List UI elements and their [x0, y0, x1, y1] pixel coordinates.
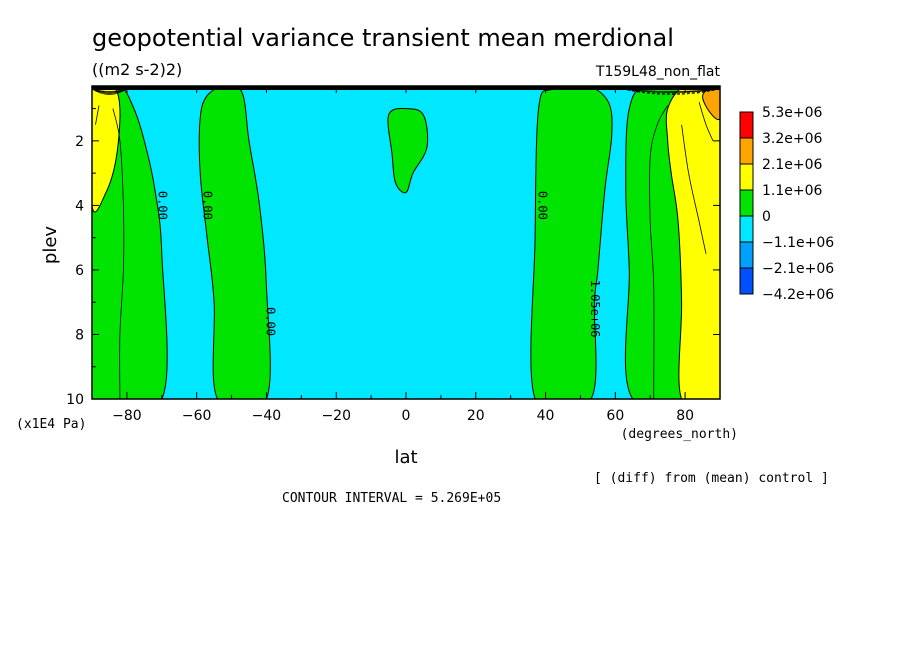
colorbar-swatch [739, 137, 754, 165]
x-tick-label: 0 [402, 408, 411, 424]
colorbar-swatch [739, 267, 754, 295]
colorbar-level-label: 0 [762, 209, 771, 225]
y-axis-units: (x1E4 Pa) [16, 417, 86, 432]
units-label: ((m2 s-2)2) [92, 60, 182, 79]
x-tick-label: −60 [182, 408, 212, 424]
colorbar-level-label: 5.3e+06 [762, 105, 823, 121]
colorbar-level-label: −2.1e+06 [762, 261, 834, 277]
x-tick-label: −20 [321, 408, 351, 424]
colorbar-level-label: 1.1e+06 [762, 183, 823, 199]
x-tick-label: 80 [676, 408, 694, 424]
contour-line-2 [681, 124, 707, 254]
diff-note: [ (diff) from (mean) control ] [594, 471, 829, 486]
x-axis-ticks: −80 −60 −40 −20 0 20 40 60 80 [91, 86, 721, 424]
contour-lines [95, 101, 714, 399]
x-tick-label: 60 [606, 408, 624, 424]
y-tick-label: 2 [75, 134, 84, 150]
y-tick-label: 4 [75, 198, 84, 214]
x-tick-label: −40 [252, 408, 282, 424]
filled-contour-regions [92, 86, 720, 399]
x-tick-label: 20 [467, 408, 485, 424]
y-axis-ticks: 2 4 6 8 10 [66, 108, 720, 408]
top-edge-contour [622, 88, 721, 93]
y-tick-label: 8 [75, 327, 84, 343]
contour-label: 0.00 [201, 191, 215, 220]
run-label: T159L48_non_flat [595, 64, 721, 80]
colorbar-swatch [739, 215, 754, 243]
contour-line-3 [698, 101, 714, 142]
contour-region-6 [665, 86, 720, 399]
contour-label: 0.00 [155, 191, 169, 220]
colorbar-swatch [739, 163, 754, 191]
colorbar-swatch [739, 189, 754, 217]
x-tick-label: −80 [112, 408, 142, 424]
plot-area: 0.00 0.000.000.001.05e+06 −80 −60 −40 −20 0 20… [66, 85, 721, 424]
contour-region-3 [387, 108, 429, 194]
colorbar-level-label: −1.1e+06 [762, 235, 834, 251]
x-axis-units: (degrees_north) [621, 427, 738, 442]
top-edge-contour [622, 88, 721, 92]
contour-interval: CONTOUR INTERVAL = 5.269E+05 [282, 491, 501, 506]
colorbar-level-label: −4.2e+06 [762, 287, 834, 303]
colorbar-swatch [739, 111, 754, 139]
x-tick-label: 40 [537, 408, 555, 424]
y-tick-label: 6 [75, 263, 84, 279]
contour-label: 0.00 [536, 191, 550, 220]
colorbar-level-label: 2.1e+06 [762, 157, 823, 173]
colorbar-swatch [739, 241, 754, 269]
contour-labels: 0.00 0.00 0.00 0.00 1.05e+06 [155, 191, 602, 338]
contour-line-0 [112, 108, 125, 399]
contour-line-1 [95, 105, 100, 125]
top-edge-contour [91, 88, 128, 95]
colorbar-level-label: 3.2e+06 [762, 131, 823, 147]
y-axis-label: plev [40, 226, 61, 265]
chart-title: geopotential variance transient mean mer… [92, 24, 674, 52]
x-axis-label: lat [394, 447, 417, 468]
colorbar: 5.3e+06 3.2e+06 2.1e+06 1.1e+06 0 −1.1e+06 −2.… [739, 105, 834, 303]
contour-label: 0.00 [263, 307, 277, 336]
contour-label: 1.05e+06 [588, 280, 602, 338]
y-tick-label: 10 [66, 392, 84, 408]
contour-line-4 [649, 105, 669, 399]
